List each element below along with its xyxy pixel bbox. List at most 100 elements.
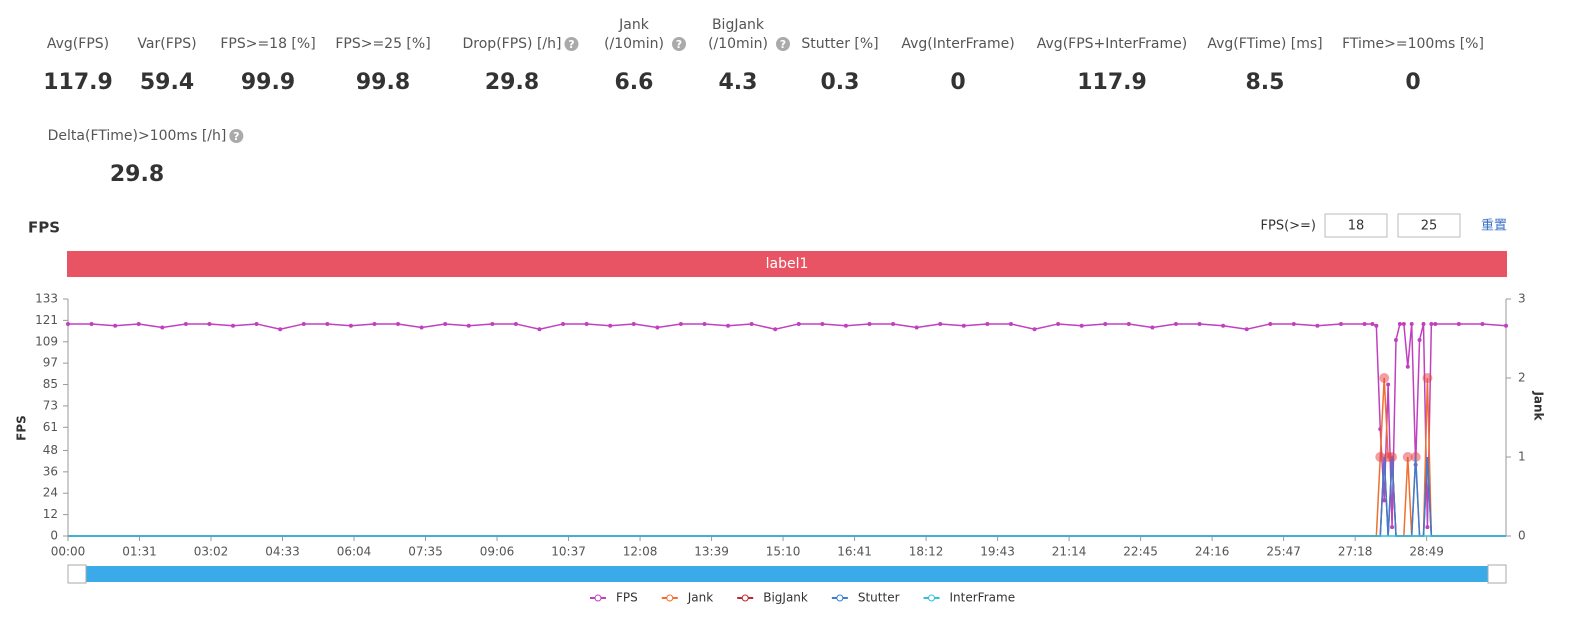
help-icon-glyph: ? bbox=[676, 38, 682, 51]
fps-point bbox=[1409, 321, 1414, 326]
stat-label: (/10min) bbox=[604, 36, 664, 52]
stat-value: 99.9 bbox=[241, 70, 295, 95]
fps-point bbox=[1397, 321, 1402, 326]
legend-label: BigJank bbox=[763, 591, 808, 605]
help-icon bbox=[672, 37, 686, 51]
zoom-slider[interactable] bbox=[68, 566, 1506, 582]
input-box[interactable] bbox=[1397, 213, 1461, 238]
legend-label: InterFrame bbox=[950, 591, 1016, 605]
fps-point bbox=[325, 321, 330, 326]
fps-point bbox=[1370, 321, 1375, 326]
stat-value: 0.3 bbox=[821, 70, 860, 95]
fps-point bbox=[1480, 321, 1485, 326]
x-tick-label: 16:41 bbox=[837, 545, 872, 559]
series-line bbox=[68, 377, 1506, 537]
input-value[interactable]: 25 bbox=[1421, 219, 1438, 234]
x-tick-label: 28:49 bbox=[1409, 545, 1444, 559]
fps-point bbox=[372, 321, 377, 326]
x-tick-label: 25:47 bbox=[1266, 545, 1301, 559]
legend-label: Jank bbox=[687, 591, 713, 605]
y-tick-label: 48 bbox=[43, 443, 58, 457]
fps-point bbox=[537, 327, 542, 332]
fps-point bbox=[1417, 337, 1422, 342]
y-axis-label: FPS bbox=[15, 415, 29, 441]
fps-point bbox=[160, 325, 165, 330]
fps-point bbox=[396, 321, 401, 326]
fps-point bbox=[1056, 321, 1061, 326]
y-tick-label: 12 bbox=[43, 507, 58, 521]
x-tick-label: 24:16 bbox=[1195, 545, 1230, 559]
stat-value: 4.3 bbox=[719, 70, 758, 95]
stat-value: 0 bbox=[950, 70, 965, 95]
x-tick-label: 22:45 bbox=[1123, 545, 1158, 559]
fps-point bbox=[914, 325, 919, 330]
x-tick-label: 19:43 bbox=[980, 545, 1015, 559]
fps-point bbox=[1456, 321, 1461, 326]
fps-point bbox=[466, 323, 471, 328]
fps-point bbox=[631, 321, 636, 326]
fps-point bbox=[985, 321, 990, 326]
jank-point bbox=[1422, 373, 1433, 383]
fps-point bbox=[1291, 321, 1296, 326]
fps-point bbox=[1338, 321, 1343, 326]
fps-point bbox=[1386, 382, 1391, 387]
fps-point bbox=[1150, 325, 1155, 330]
x-tick-label: 27:18 bbox=[1338, 545, 1373, 559]
slider-handle[interactable] bbox=[67, 564, 87, 584]
fps-point bbox=[1433, 321, 1438, 326]
fps-point bbox=[961, 323, 966, 328]
slider-handle[interactable] bbox=[1487, 564, 1507, 584]
stat-label: Delta(FTime)>100ms [/h] bbox=[48, 128, 227, 144]
fps-point bbox=[136, 321, 141, 326]
input-box[interactable] bbox=[1324, 213, 1388, 238]
fps-point bbox=[231, 323, 236, 328]
legend-swatch-dot bbox=[594, 594, 602, 602]
fps-point bbox=[113, 323, 118, 328]
label-banner bbox=[67, 251, 1507, 277]
y-tick-label: 133 bbox=[35, 292, 58, 306]
fps-point bbox=[749, 321, 754, 326]
fps-filter-label: FPS(>=) bbox=[1261, 219, 1317, 234]
y-tick-label: 24 bbox=[43, 486, 58, 500]
fps-point bbox=[254, 321, 259, 326]
fps-point bbox=[66, 321, 70, 326]
stat-label: Var(FPS) bbox=[137, 36, 196, 52]
fps-point bbox=[1079, 323, 1084, 328]
fps-point bbox=[1382, 498, 1387, 503]
fps-point bbox=[1504, 323, 1508, 328]
reset-button[interactable]: 重置 bbox=[1481, 218, 1507, 234]
y-tick-label: 0 bbox=[50, 529, 58, 543]
jank-point bbox=[1402, 452, 1413, 462]
jank-point bbox=[1379, 373, 1390, 383]
fps-point bbox=[608, 323, 613, 328]
stat-label: Avg(InterFrame) bbox=[901, 36, 1014, 52]
help-icon bbox=[564, 37, 579, 51]
input-value[interactable]: 18 bbox=[1348, 219, 1365, 234]
y2-tick-label: 3 bbox=[1518, 292, 1526, 306]
fps-point bbox=[702, 321, 707, 326]
fps-point bbox=[1429, 321, 1434, 326]
fps-point bbox=[1405, 364, 1410, 369]
stat-value: 117.9 bbox=[43, 70, 113, 95]
fps-point bbox=[443, 321, 448, 326]
y2-tick-label: 1 bbox=[1518, 450, 1526, 464]
stat-label: Drop(FPS) [/h] bbox=[463, 36, 562, 52]
x-tick-label: 10:37 bbox=[551, 545, 586, 559]
banner-text: label1 bbox=[766, 256, 809, 272]
y-tick-label: 36 bbox=[43, 464, 58, 478]
stat-label: Avg(FPS) bbox=[47, 36, 109, 52]
stat-label: Stutter [%] bbox=[801, 36, 878, 52]
x-tick-label: 13:39 bbox=[694, 545, 729, 559]
stat-value: 6.6 bbox=[615, 70, 654, 95]
stat-label: BigJank bbox=[712, 17, 765, 33]
x-tick-label: 00:00 bbox=[51, 545, 86, 559]
jank-point bbox=[1375, 452, 1386, 462]
y-tick-label: 61 bbox=[43, 420, 58, 434]
fps-point bbox=[1244, 327, 1249, 332]
fps-point bbox=[183, 321, 188, 326]
x-tick-label: 15:10 bbox=[766, 545, 801, 559]
fps-point bbox=[678, 321, 683, 326]
legend-label: Stutter bbox=[858, 591, 900, 605]
help-icon-glyph: ? bbox=[568, 38, 574, 51]
